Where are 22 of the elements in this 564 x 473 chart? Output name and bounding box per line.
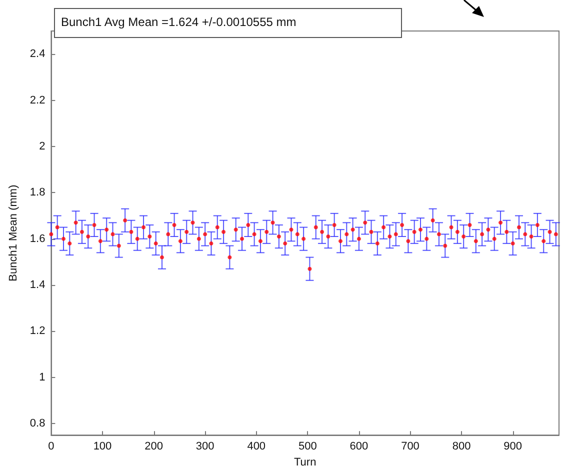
- x-tick-label: 100: [93, 440, 112, 453]
- x-tick-label: 200: [144, 440, 163, 453]
- x-tick-label: 800: [452, 440, 471, 453]
- x-tick-label: 400: [247, 440, 266, 453]
- y-tick-label: 2: [39, 140, 46, 152]
- x-tick-label: 300: [196, 440, 214, 453]
- x-tick-label: 0: [48, 440, 54, 453]
- y-tick-label: 2.4: [30, 48, 46, 60]
- note-box: Bunch1 Avg Mean =1.624 +/-0.0010555 mm: [54, 8, 402, 38]
- y-tick-label: 2.2: [30, 94, 46, 106]
- y-axis-title: Bunch1 Mean (mm): [8, 184, 20, 282]
- x-tick-label: 900: [504, 440, 522, 453]
- x-tick-label: 500: [298, 440, 317, 453]
- y-tick-label: 1.8: [30, 186, 46, 199]
- x-tick-label: 700: [401, 440, 420, 453]
- y-tick-label: 1: [39, 371, 46, 384]
- x-axis-title: Turn: [294, 456, 316, 468]
- x-tick-label: 600: [350, 440, 368, 453]
- y-tick-label: 0.8: [30, 418, 46, 430]
- y-tick-label: 1.6: [30, 232, 46, 245]
- y-tick-label: 1.2: [30, 325, 46, 338]
- y-tick-label: 1.4: [30, 279, 46, 292]
